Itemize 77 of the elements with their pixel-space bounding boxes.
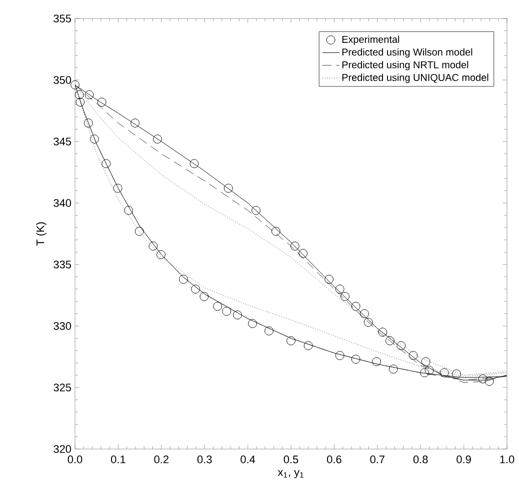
point xyxy=(191,284,200,294)
point xyxy=(335,351,344,360)
point xyxy=(248,319,257,328)
point xyxy=(440,368,449,378)
point xyxy=(452,370,461,378)
point xyxy=(271,226,280,236)
point xyxy=(424,366,434,375)
x-tick-label: 0.7 xyxy=(370,456,384,464)
point xyxy=(70,80,80,90)
point xyxy=(364,318,373,327)
y-tick-label: 345 xyxy=(54,138,72,146)
x-tick-label: 0.8 xyxy=(413,456,428,464)
point xyxy=(97,98,106,107)
y-tick-label: 335 xyxy=(54,260,72,268)
y-tick-label: 320 xyxy=(54,445,72,453)
point xyxy=(378,328,388,337)
point xyxy=(213,302,222,311)
point xyxy=(102,159,111,168)
point xyxy=(324,274,334,284)
point xyxy=(233,310,242,320)
y-axis-title: T (K) xyxy=(36,222,46,246)
point xyxy=(298,248,308,258)
point xyxy=(74,90,84,100)
point xyxy=(286,336,296,346)
point xyxy=(372,357,381,366)
point xyxy=(224,184,233,193)
point xyxy=(179,274,188,284)
y-tick-label: 325 xyxy=(54,384,72,392)
point xyxy=(156,250,166,260)
point xyxy=(335,284,344,294)
x-tick-label: 0.6 xyxy=(327,456,342,464)
point xyxy=(153,134,162,144)
point xyxy=(222,306,232,316)
x-tick-label: 0.5 xyxy=(284,456,298,464)
point xyxy=(113,184,122,193)
legend-label: Experimental xyxy=(342,36,400,45)
point xyxy=(76,98,85,107)
y-tick-label: 330 xyxy=(54,322,72,330)
point xyxy=(124,206,134,215)
x-tick-label: 0.0 xyxy=(68,456,82,464)
point xyxy=(478,374,488,384)
point xyxy=(290,242,300,250)
y-tick-label: 340 xyxy=(54,199,72,207)
point xyxy=(408,351,418,360)
x-tick-label: 0.4 xyxy=(240,456,256,464)
x-tick-label: 0.3 xyxy=(197,456,212,464)
point xyxy=(264,326,274,336)
point xyxy=(421,357,430,366)
y-tick-label: 350 xyxy=(54,76,72,84)
point xyxy=(360,309,369,318)
legend-label: Predicted using NRTL model xyxy=(342,60,468,70)
point xyxy=(340,292,350,301)
point xyxy=(130,118,140,128)
point xyxy=(351,354,360,364)
point xyxy=(134,226,144,236)
point xyxy=(420,368,429,378)
point xyxy=(148,242,158,250)
x-tick-label: 1.0 xyxy=(500,456,514,464)
point xyxy=(386,336,394,346)
point xyxy=(84,90,94,100)
point xyxy=(304,341,313,350)
point xyxy=(90,134,99,144)
point xyxy=(396,341,406,350)
x-tick-label: 0.1 xyxy=(111,456,126,464)
x-axis-title: x$_{1}$, y$_{1}$ xyxy=(278,470,304,478)
point xyxy=(388,364,398,374)
point xyxy=(190,159,199,168)
legend-label: Predicted using UNIQUAC model xyxy=(342,74,488,83)
y-tick-label: 355 xyxy=(54,14,72,22)
x-tick-label: 0.9 xyxy=(456,456,471,464)
point xyxy=(484,376,494,386)
x-tick-label: 0.2 xyxy=(154,456,168,464)
point xyxy=(252,206,260,215)
point xyxy=(351,302,360,311)
point xyxy=(200,292,209,301)
point xyxy=(84,118,93,128)
legend-label: Predicted using Wilson model xyxy=(342,48,472,58)
